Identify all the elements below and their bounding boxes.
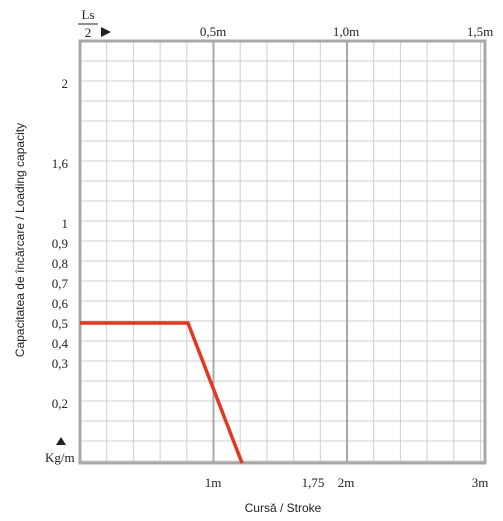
- y-tick-labels: 2 1,6 1 0,9 0,8 0,7 0,6 0,5 0,4 0,3 0,2: [52, 76, 69, 411]
- bottom-tick-label: 1m: [205, 475, 222, 490]
- series-line: [80, 321, 244, 464]
- y-tick-label: 0,2: [52, 396, 68, 411]
- top-axis-label-denominator: 2: [85, 25, 92, 40]
- y-tick-label: 0,3: [52, 356, 68, 371]
- bottom-tick-label: 3m: [472, 475, 489, 490]
- y-tick-label: 0,5: [52, 316, 68, 331]
- plot-frame: [78, 39, 487, 465]
- y-unit-label: Kg/m: [45, 450, 75, 465]
- y-tick-label: 0,4: [52, 336, 69, 351]
- grid-minor: [80, 41, 485, 463]
- bottom-tick-label: 1,75: [302, 475, 325, 490]
- series-layer: [79, 321, 244, 464]
- y-unit-arrow-icon: [56, 437, 66, 445]
- top-tick-labels: 0,5m 1,0m 1,5m: [200, 24, 493, 39]
- y-tick-label: 1: [62, 216, 69, 231]
- y-tick-label: 0,9: [52, 236, 68, 251]
- y-tick-label: 0,7: [52, 276, 69, 291]
- y-tick-label: 2: [62, 76, 69, 91]
- top-tick-label: 0,5m: [200, 24, 226, 39]
- bottom-tick-labels: 1m 1,75 2m 3m: [205, 475, 489, 490]
- grid-major: [212, 41, 348, 463]
- y-axis-title: Capacitatea de încărcare / Loading capac…: [13, 123, 27, 357]
- y-tick-label: 1,6: [52, 156, 69, 171]
- y-tick-label: 0,8: [52, 256, 68, 271]
- top-tick-label: 1,5m: [467, 24, 493, 39]
- top-tick-label: 1,0m: [333, 24, 359, 39]
- top-axis-label-numerator: Ls: [82, 7, 95, 22]
- x-axis-title: Cursă / Stroke: [245, 501, 322, 515]
- top-axis-arrow-icon: [101, 27, 111, 37]
- bottom-tick-label: 2m: [338, 475, 355, 490]
- y-tick-label: 0,6: [52, 296, 69, 311]
